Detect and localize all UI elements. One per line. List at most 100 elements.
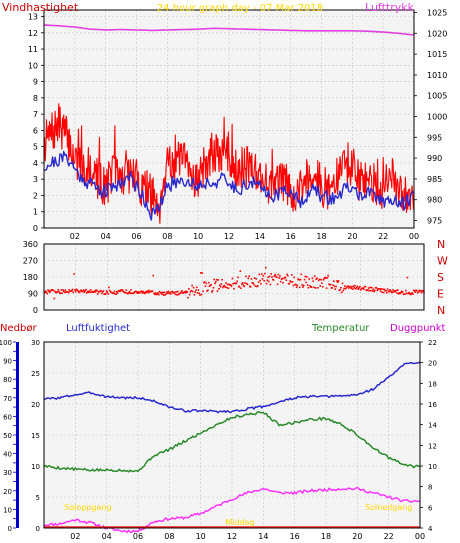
wind-direction-point <box>389 289 391 291</box>
wind-direction-point <box>344 285 346 287</box>
p1-ytick: 13 <box>28 13 38 22</box>
p3-xtick: 12 <box>227 532 237 541</box>
wind-direction-point <box>51 289 53 291</box>
p1-xtick: 04 <box>101 232 111 241</box>
wind-direction-point <box>184 292 187 294</box>
wind-direction-point <box>240 287 242 289</box>
wind-direction-point <box>80 289 82 292</box>
p3-xtick: 16 <box>290 532 300 541</box>
wind-direction-point <box>135 291 138 293</box>
wind-direction-point <box>121 289 124 291</box>
wind-direction-point <box>370 289 372 292</box>
wind-direction-point <box>117 290 120 292</box>
wind-direction-point <box>200 293 203 296</box>
wind-direction-point <box>223 284 226 287</box>
wind-direction-point <box>347 285 349 287</box>
p1-y2tick: 975 <box>427 217 442 226</box>
wind-direction-point <box>303 278 306 281</box>
wind-direction-point <box>359 285 361 288</box>
wind-direction-point <box>288 282 291 285</box>
wind-direction-point <box>171 290 174 293</box>
wind-direction-point <box>98 290 101 293</box>
wind-direction-point <box>142 290 144 293</box>
p3-xtick: 18 <box>321 532 331 541</box>
wind-direction-point <box>279 280 282 283</box>
wind-direction-point <box>61 292 63 295</box>
wind-direction-point <box>62 289 64 291</box>
wind-direction-point <box>68 289 71 291</box>
wind-direction-point <box>219 285 222 288</box>
wind-direction-point <box>63 290 65 292</box>
wind-direction-point <box>304 275 307 278</box>
p3-rain-tick: 50 <box>3 432 12 440</box>
p3-humidity-tick: 25 <box>31 370 40 378</box>
wind-direction-point <box>405 292 408 295</box>
wind-direction-point <box>197 289 200 291</box>
wind-direction-point <box>386 292 388 294</box>
wind-direction-point <box>300 273 303 276</box>
wind-direction-points <box>44 266 425 300</box>
wind-direction-point <box>340 286 342 289</box>
wind-direction-point <box>310 286 313 288</box>
wind-direction-point <box>323 277 326 280</box>
wind-direction-point <box>101 292 103 295</box>
wind-direction-point <box>144 291 147 294</box>
wind-direction-point <box>167 290 170 293</box>
wind-direction-point <box>112 292 115 295</box>
wind-direction-point <box>316 277 318 280</box>
wind-direction-point <box>186 291 189 293</box>
wind-direction-point <box>245 275 247 278</box>
wind-direction-point <box>415 289 417 292</box>
wind-direction-point <box>413 290 416 292</box>
wind-direction-point <box>246 283 249 286</box>
wind-speed-axis-title: Vindhastighet <box>2 1 79 14</box>
wind-direction-point <box>416 289 418 292</box>
wind-direction-point <box>46 292 48 295</box>
climate-series <box>43 361 421 534</box>
wind-direction-point <box>241 282 244 284</box>
p2-compass: W <box>437 255 448 268</box>
wind-direction-point <box>215 278 218 281</box>
wind-direction-point <box>169 291 171 294</box>
wind-direction-point <box>189 291 192 293</box>
wind-direction-point <box>268 280 270 283</box>
wind-direction-point <box>392 289 394 291</box>
wind-direction-point <box>353 287 356 289</box>
p1-xtick: 14 <box>255 232 265 241</box>
wind-direction-point <box>265 282 268 285</box>
wind-average-line <box>43 150 415 221</box>
p1-y2tick: 1025 <box>427 8 447 17</box>
legend-dewpoint: Duggpunkt <box>390 323 446 334</box>
wind-direction-point <box>355 287 357 290</box>
wind-direction-point <box>381 291 383 293</box>
wind-direction-point <box>71 288 74 291</box>
p2-compass: N <box>437 304 445 317</box>
wind-direction-point <box>410 293 413 295</box>
wind-direction-point <box>274 273 276 276</box>
wind-direction-point <box>146 291 148 294</box>
p2-compass: N <box>437 238 445 251</box>
wind-direction-point <box>363 285 366 288</box>
wind-direction-point <box>273 275 276 277</box>
wind-direction-point <box>272 279 275 281</box>
wind-direction-point <box>140 290 143 293</box>
wind-direction-point <box>127 292 129 295</box>
p1-ytick: 10 <box>28 61 38 70</box>
wind-direction-point <box>420 289 422 292</box>
wind-direction-point <box>357 288 360 290</box>
wind-direction-point <box>211 291 213 293</box>
wind-direction-point <box>57 288 60 291</box>
p3-temp-tick: 14 <box>428 422 437 430</box>
wind-direction-point <box>374 289 376 292</box>
wind-direction-point <box>386 288 389 290</box>
wind-direction-point <box>82 290 84 293</box>
chart-title: 24 hour graph day - 07 Mar 2018 <box>157 3 323 14</box>
wind-direction-point <box>70 290 72 292</box>
legend-humidity: Luftfuktighet <box>66 323 130 334</box>
wind-direction-point <box>226 286 228 289</box>
wind-direction-point <box>207 281 210 284</box>
wind-direction-point <box>166 292 169 294</box>
wind-direction-point <box>401 291 404 293</box>
wind-direction-point <box>105 292 107 295</box>
p3-rain-tick: 60 <box>3 413 12 421</box>
